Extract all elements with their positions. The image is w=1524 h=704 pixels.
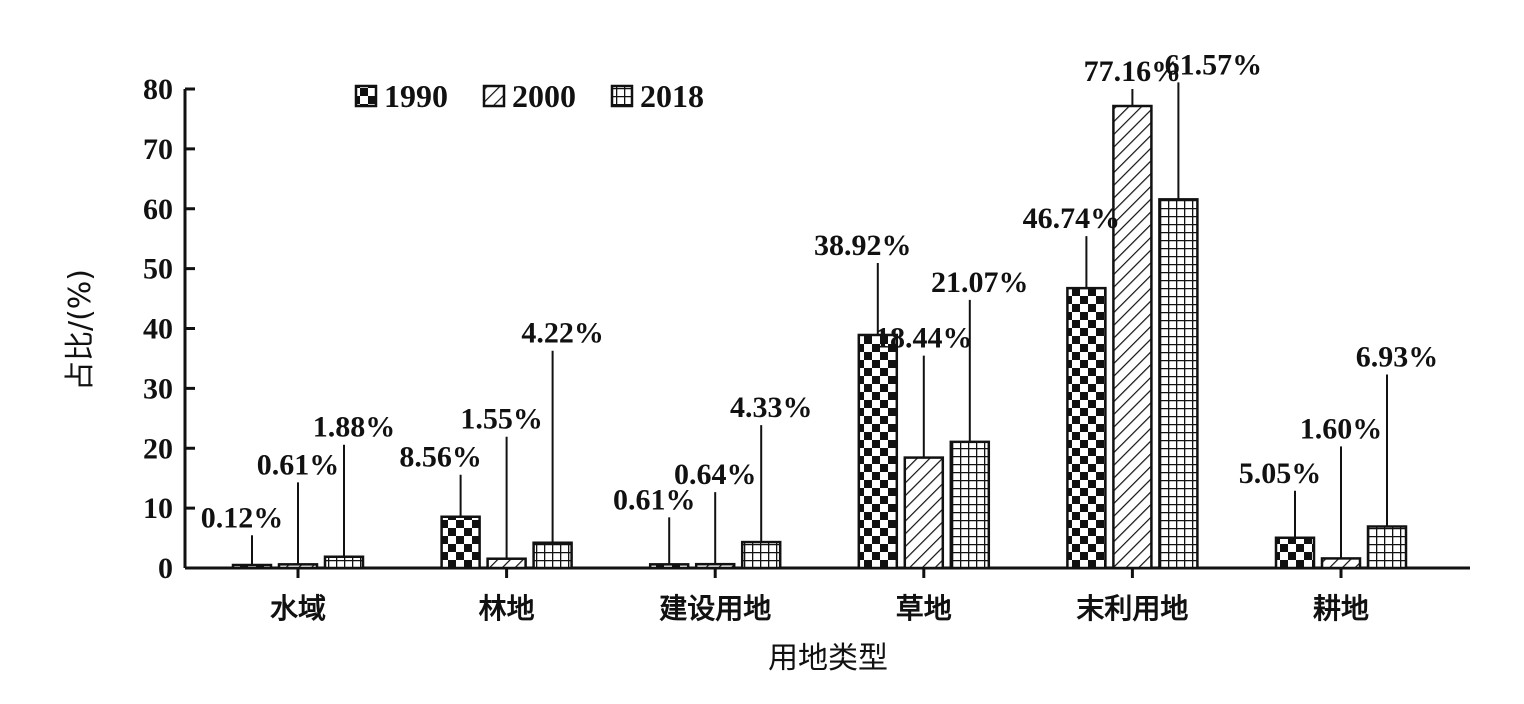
bar-2018-4 [1158,198,1199,570]
legend-swatch-2018 [610,84,634,108]
bar-2000-4 [1112,104,1153,570]
data-label: 0.12% [201,501,284,534]
bar-2018-0 [323,555,365,570]
data-label: 46.74% [1023,202,1121,235]
data-label: 1.60% [1300,412,1383,445]
x-tick-label: 林地 [479,592,535,625]
bars [231,104,1408,570]
y-tick-label: 80 [143,73,173,106]
x-tick-label: 水域 [270,592,326,625]
bar-2018-5 [1366,525,1408,570]
data-label: 4.22% [521,317,604,350]
data-label: 8.56% [399,441,482,474]
legend-label-1990: 1990 [384,78,448,114]
bar-1990-4 [1066,286,1107,570]
bar-2000-5 [1320,557,1362,570]
y-tick-label: 20 [143,432,173,465]
data-label: 38.92% [814,229,912,262]
bar-2018-3 [949,440,991,570]
data-label: 4.33% [730,391,813,424]
y-tick-label: 10 [143,492,173,525]
data-label: 5.05% [1239,457,1322,490]
bar-2000-1 [486,557,527,570]
data-labels: 0.12% 8.56% 0.61% 38.92% 46.74% 5.05% 0.61% 1.5… [201,48,1439,534]
x-tick-label: 建设用地 [659,592,771,625]
legend-label-2000: 2000 [512,78,576,114]
legend: 1990 2000 2018 [354,78,704,114]
x-tick-label: 末利用地 [1076,592,1188,625]
axes [183,89,1470,570]
bar-1990-5 [1274,536,1316,570]
bar-2018-1 [532,541,573,570]
data-label: 18.44% [875,322,973,355]
legend-swatch-2000 [482,84,506,108]
data-label: 61.57% [1165,48,1263,81]
bar-1990-3 [857,333,899,570]
y-axis-title: 占比/(%) [63,269,98,391]
data-label: 0.61% [257,448,340,481]
bar-2018-2 [740,540,782,570]
data-label-leaders [251,82,1388,568]
data-label: 21.07% [931,266,1029,299]
legend-swatch-1990 [354,84,378,108]
y-tick-label: 0 [158,552,173,585]
y-tick-label: 40 [143,313,173,346]
y-ticks: 0 10 20 30 40 50 60 70 80 [143,73,195,585]
x-tick-label: 草地 [896,592,952,625]
y-tick-label: 30 [143,372,173,405]
x-axis-title: 用地类型 [768,641,888,676]
bar-1990-0 [231,563,273,570]
y-tick-label: 60 [143,193,173,226]
y-tick-label: 70 [143,133,173,166]
y-tick-label: 50 [143,253,173,286]
bar-1990-2 [648,563,690,570]
bar-2000-3 [903,456,945,570]
data-label: 77.16% [1084,55,1182,88]
data-label: 6.93% [1356,341,1439,374]
data-label: 0.64% [674,458,757,491]
legend-label-2018: 2018 [640,78,704,114]
data-label: 1.55% [460,403,543,436]
data-label: 0.61% [613,483,696,516]
data-label: 1.88% [313,411,396,444]
x-tick-label: 耕地 [1313,592,1369,625]
bar-1990-1 [440,515,481,570]
bar-2000-2 [694,562,736,570]
bar-2000-0 [277,563,319,570]
x-ticks: 水域 林地 建设用地 草地 末利用地 耕地 [270,568,1369,625]
